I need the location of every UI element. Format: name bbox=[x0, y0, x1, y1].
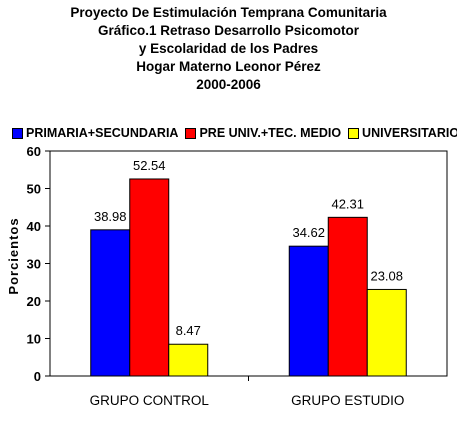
legend-label-universitario: UNIVERSITARIO bbox=[362, 126, 457, 140]
chart-title: Proyecto De Estimulación Temprana Comuni… bbox=[0, 4, 457, 94]
y-tick-label: 30 bbox=[27, 257, 41, 272]
bar bbox=[366, 288, 407, 377]
bar bbox=[288, 245, 329, 377]
bar bbox=[168, 343, 209, 377]
legend-swatch-blue bbox=[12, 127, 23, 139]
bar bbox=[327, 216, 368, 377]
y-tick-label: 0 bbox=[34, 369, 41, 384]
bar-value-label: 38.98 bbox=[94, 209, 127, 224]
bar-value-label: 23.08 bbox=[370, 268, 403, 283]
y-tick-label: 10 bbox=[27, 332, 41, 347]
legend-label-primaria: PRIMARIA+SECUNDARIA bbox=[26, 126, 179, 140]
bar bbox=[90, 229, 131, 377]
y-tick-label: 20 bbox=[27, 294, 41, 309]
y-axis-label: Porcientos bbox=[6, 217, 21, 294]
title-line-3: y Escolaridad de los Padres bbox=[138, 41, 319, 56]
legend-label-preuniv: PRE UNIV.+TEC. MEDIO bbox=[199, 126, 342, 140]
bar bbox=[129, 178, 170, 377]
title-line-5: 2000-2006 bbox=[196, 77, 261, 92]
bar-value-label: 34.62 bbox=[292, 225, 325, 240]
x-tick-label: GRUPO ESTUDIO bbox=[291, 393, 404, 408]
title-line-4: Hogar Materno Leonor Pérez bbox=[136, 59, 321, 74]
legend-item-preuniv: PRE UNIV.+TEC. MEDIO bbox=[185, 126, 341, 140]
y-tick-label: 50 bbox=[27, 182, 41, 197]
y-tick-label: 40 bbox=[27, 219, 41, 234]
title-line-2: Gráfico.1 Retraso Desarrollo Psicomotor bbox=[97, 23, 360, 38]
legend-item-universitario: UNIVERSITARIO bbox=[348, 126, 457, 140]
legend-item-primaria: PRIMARIA+SECUNDARIA bbox=[12, 126, 178, 140]
legend: PRIMARIA+SECUNDARIA PRE UNIV.+TEC. MEDIO… bbox=[12, 124, 457, 142]
bar-value-label: 8.47 bbox=[176, 323, 201, 338]
legend-swatch-yellow bbox=[348, 127, 360, 139]
title-line-1: Proyecto De Estimulación Temprana Comuni… bbox=[70, 5, 387, 20]
y-tick-label: 60 bbox=[27, 144, 41, 159]
bar-value-label: 52.54 bbox=[133, 158, 166, 173]
legend-swatch-red bbox=[185, 127, 197, 139]
x-tick-label: GRUPO CONTROL bbox=[90, 393, 210, 408]
bar-value-label: 42.31 bbox=[331, 196, 364, 211]
